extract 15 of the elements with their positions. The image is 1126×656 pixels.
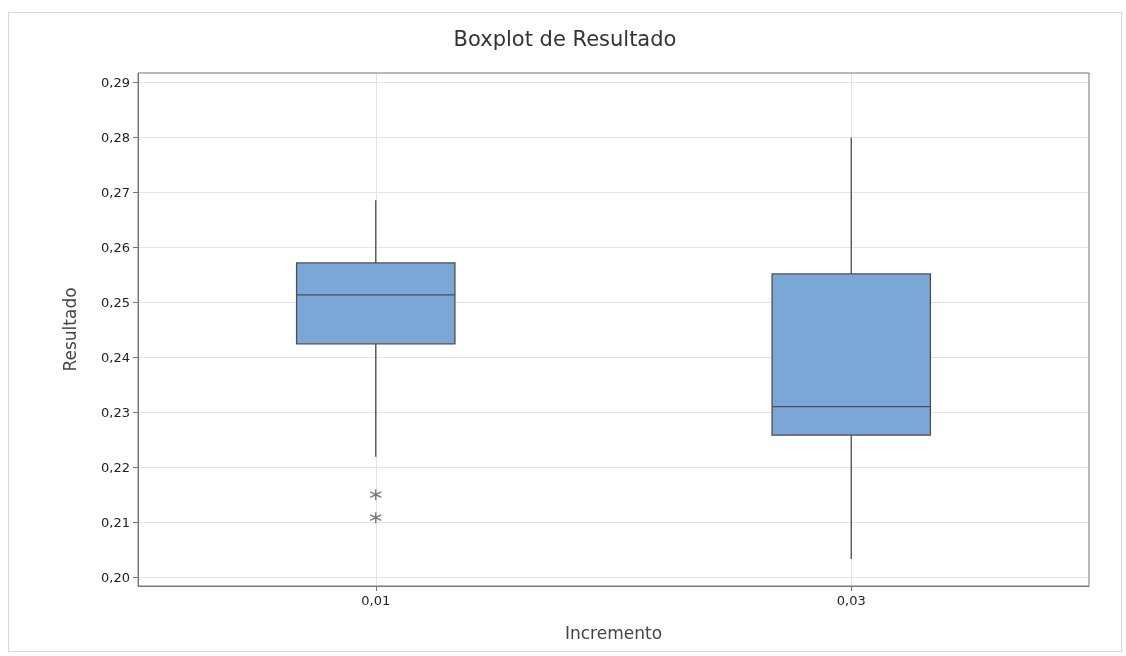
y-tick-label: 0,26 xyxy=(101,239,130,255)
y-tick-label: 0,22 xyxy=(101,460,130,476)
x-tick-label: 0,03 xyxy=(836,593,866,608)
x-tick-label: 0,01 xyxy=(361,593,391,608)
y-tick-label: 0,23 xyxy=(101,405,130,421)
y-tick-label: 0,20 xyxy=(101,570,130,586)
y-tick-label: 0,25 xyxy=(101,295,130,311)
y-axis-title: Resultado xyxy=(59,287,80,372)
x-axis-title: Incremento xyxy=(564,622,663,643)
y-tick-label: 0,29 xyxy=(101,74,130,90)
y-tick-label: 0,21 xyxy=(101,515,130,531)
chart-title: Boxplot de Resultado xyxy=(453,26,677,51)
y-tick-label: 0,27 xyxy=(101,184,130,200)
y-tick-label: 0,28 xyxy=(101,129,130,145)
y-tick-label: 0,24 xyxy=(101,350,130,366)
